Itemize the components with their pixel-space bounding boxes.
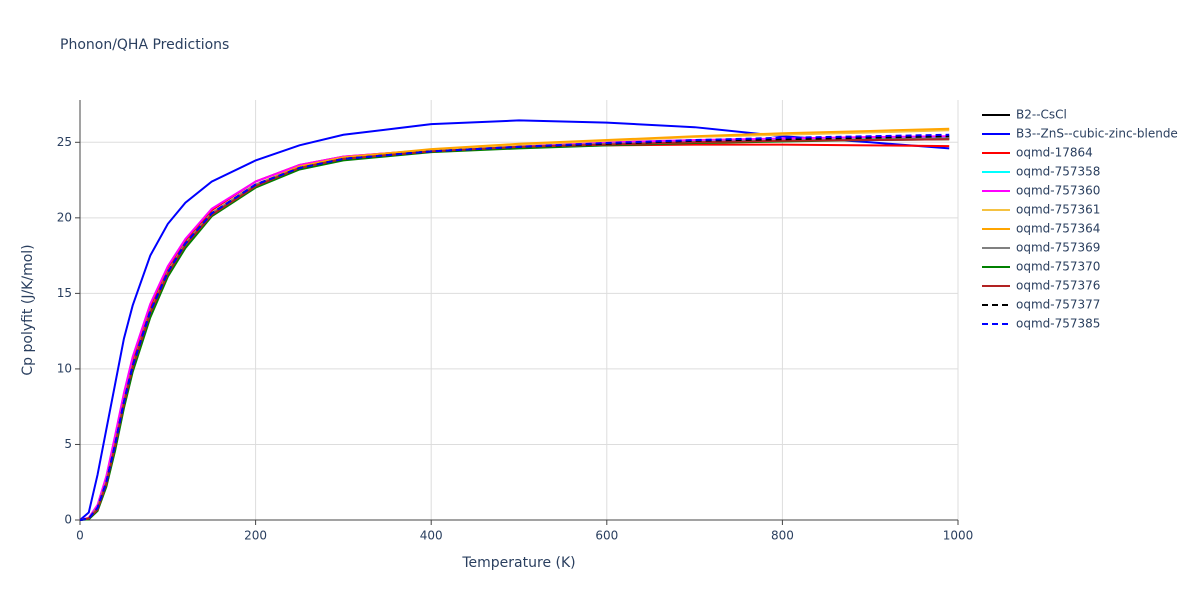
x-axis-title: Temperature (K): [461, 555, 575, 571]
y-tick-label: 10: [57, 361, 72, 375]
x-tick-label: 1000: [943, 529, 974, 543]
chart-title: Phonon/QHA Predictions: [60, 37, 229, 53]
legend-label: oqmd-757377: [1016, 298, 1100, 312]
legend-label: oqmd-757364: [1016, 222, 1100, 236]
y-axis-title: Cp polyfit (J/K/mol): [20, 244, 36, 375]
legend-label: oqmd-757358: [1016, 165, 1100, 179]
series-line: [79, 143, 950, 521]
legend-label: B3--ZnS--cubic-zinc-blende: [1016, 127, 1178, 141]
y-tick-label: 0: [64, 513, 72, 527]
y-tick-label: 5: [64, 437, 72, 451]
y-tick-label: 15: [57, 286, 72, 300]
series-line: [79, 129, 950, 521]
series-line: [79, 119, 950, 521]
legend-label: oqmd-757376: [1016, 279, 1100, 293]
legend-label: B2--CsCl: [1016, 108, 1067, 122]
x-tick-label: 600: [595, 529, 618, 543]
series-line: [79, 127, 950, 521]
series-line: [79, 137, 950, 521]
legend-label: oqmd-757361: [1016, 203, 1100, 217]
legend-label: oqmd-757369: [1016, 241, 1100, 255]
legend-label: oqmd-17864: [1016, 146, 1093, 160]
series-line: [79, 138, 950, 521]
series-line: [79, 133, 950, 521]
legend-label: oqmd-757360: [1016, 184, 1100, 198]
x-tick-label: 200: [244, 529, 267, 543]
series-line: [79, 138, 950, 521]
x-tick-label: 400: [420, 529, 443, 543]
y-tick-label: 20: [57, 210, 72, 224]
legend-label: oqmd-757370: [1016, 260, 1100, 274]
series-line: [79, 136, 950, 521]
x-tick-label: 0: [76, 529, 84, 543]
y-tick-label: 25: [57, 135, 72, 149]
series-line: [79, 135, 950, 521]
series-line: [79, 136, 950, 521]
x-tick-label: 800: [771, 529, 794, 543]
series-line: [79, 135, 950, 521]
legend-label: oqmd-757385: [1016, 317, 1100, 331]
